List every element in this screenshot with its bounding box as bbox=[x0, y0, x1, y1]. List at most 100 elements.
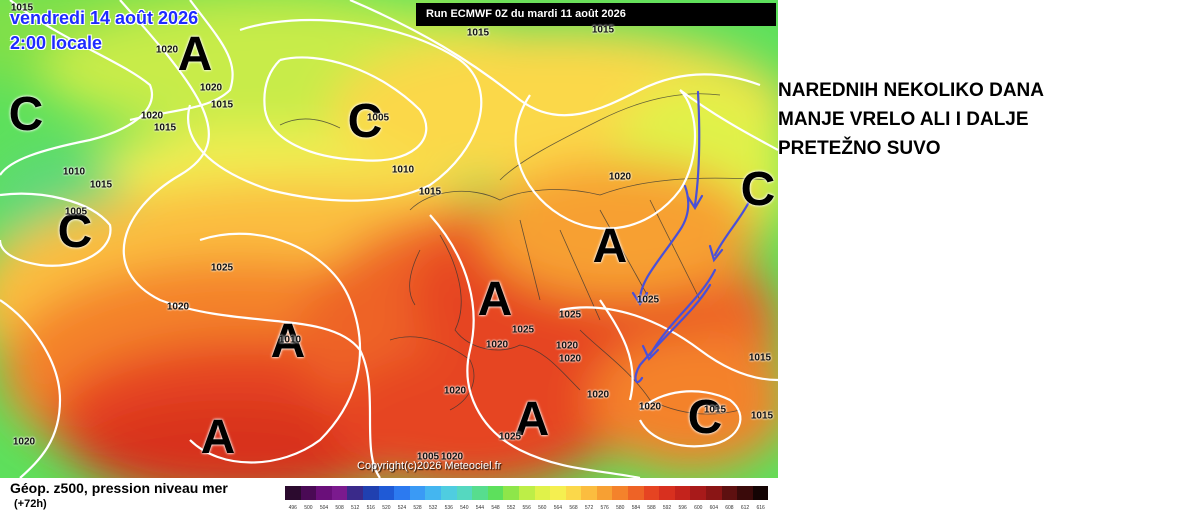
isobar-label: 1020 bbox=[558, 353, 582, 365]
pressure-center-high: A bbox=[477, 273, 513, 326]
weather-map: vendredi 14 août 2026 2:00 locale Run EC… bbox=[0, 0, 778, 478]
isobar-label: 1015 bbox=[748, 352, 772, 364]
colorbar-tick: 504 bbox=[319, 505, 329, 511]
colorbar-tick: 612 bbox=[740, 505, 750, 511]
colorbar-tick: 496 bbox=[288, 505, 297, 511]
isobar-label: 1015 bbox=[153, 122, 177, 134]
colorbar-swatch bbox=[285, 486, 301, 500]
isobar-label: 1025 bbox=[210, 262, 234, 274]
forecast-date: vendredi 14 août 2026 bbox=[10, 8, 199, 28]
headline: NAREDNIH NEKOLIKO DANA MANJE VRELO ALI I… bbox=[778, 76, 1198, 163]
legend-title: Géop. z500, pression niveau mer bbox=[10, 480, 228, 496]
pressure-center-high: A bbox=[177, 28, 213, 81]
colorbar-tick: 500 bbox=[304, 505, 313, 511]
isobar-label: 1010 bbox=[391, 164, 415, 176]
colorbar-swatch bbox=[596, 486, 613, 500]
colorbar-swatch bbox=[472, 486, 488, 500]
colorbar-tick: 584 bbox=[631, 505, 641, 511]
colorbar-swatch bbox=[347, 486, 363, 500]
pressure-center-low: C bbox=[687, 391, 723, 444]
colorbar-tick: 516 bbox=[366, 505, 375, 511]
colorbar-swatch bbox=[612, 486, 629, 500]
copyright: Copyright(c)2026 Meteociel.fr bbox=[357, 460, 502, 472]
colorbar bbox=[285, 486, 769, 500]
colorbar-tick: 564 bbox=[553, 505, 563, 511]
colorbar-tick: 532 bbox=[428, 505, 438, 511]
pressure-center-low: C bbox=[57, 205, 93, 258]
isobar-label: 1010 bbox=[278, 334, 302, 346]
colorbar-tick: 552 bbox=[506, 505, 516, 511]
colorbar-swatch bbox=[550, 486, 566, 500]
pressure-center-high: A bbox=[200, 411, 236, 464]
isobar-label: 1015 bbox=[591, 24, 615, 36]
colorbar-tick: 616 bbox=[756, 505, 765, 511]
isobar-label: 1015 bbox=[89, 179, 113, 191]
colorbar-swatch bbox=[752, 486, 769, 500]
colorbar-tick: 576 bbox=[600, 505, 609, 511]
isobar-label: 1015 bbox=[703, 404, 727, 416]
isobar-label: 1020 bbox=[608, 171, 632, 183]
colorbar-swatch bbox=[706, 486, 722, 500]
colorbar-swatch bbox=[440, 486, 457, 500]
colorbar-swatch bbox=[643, 486, 660, 500]
isobar-label: 1005 bbox=[366, 112, 390, 124]
isobar-label: 1020 bbox=[440, 451, 464, 463]
colorbar-tick: 528 bbox=[413, 505, 422, 511]
colorbar-tick: 560 bbox=[538, 505, 547, 511]
isobar-label: 1020 bbox=[12, 436, 36, 448]
isobar-label: 1020 bbox=[638, 401, 662, 413]
colorbar-tick: 512 bbox=[351, 505, 360, 511]
headline-line: MANJE VRELO ALI I DALJE bbox=[778, 109, 1029, 130]
pressure-center-low: C bbox=[347, 95, 383, 148]
colorbar-swatch bbox=[581, 486, 597, 500]
pressure-center-low: C bbox=[740, 163, 776, 216]
colorbar-tick: 540 bbox=[460, 505, 469, 511]
pressure-center-low: C bbox=[8, 88, 44, 141]
pressure-center-high: A bbox=[270, 315, 306, 368]
colorbar-tick: 608 bbox=[725, 505, 734, 511]
colorbar-ticks: 496 500 504 508 512 516 520 524 528 532 536 540 544 5… bbox=[285, 505, 768, 511]
colorbar-tick: 592 bbox=[662, 505, 672, 511]
isobar-label: 1015 bbox=[418, 186, 442, 198]
colorbar-swatch bbox=[518, 486, 535, 500]
colorbar-swatch bbox=[503, 486, 519, 500]
colorbar-swatch bbox=[628, 486, 644, 500]
isobar-label: 1025 bbox=[636, 294, 660, 306]
colorbar-swatch bbox=[487, 486, 504, 500]
geopotential-field bbox=[0, 0, 778, 478]
run-info: Run ECMWF 0Z du mardi 11 août 2026 bbox=[416, 3, 776, 26]
pressure-center-high: A bbox=[514, 393, 550, 446]
legend-subtitle: (+72h) bbox=[14, 498, 47, 510]
colorbar-swatch bbox=[378, 486, 395, 500]
isobar-label: 1020 bbox=[155, 44, 179, 56]
colorbar-swatch bbox=[456, 486, 473, 500]
colorbar-swatch bbox=[565, 486, 582, 500]
colorbar-swatch bbox=[394, 486, 410, 500]
headline-line: PRETEŽNO SUVO bbox=[778, 138, 941, 159]
colorbar-tick: 544 bbox=[475, 505, 485, 511]
isobar-label: 1025 bbox=[498, 431, 522, 443]
colorbar-tick: 580 bbox=[616, 505, 625, 511]
colorbar-tick: 596 bbox=[678, 505, 687, 511]
colorbar-swatch bbox=[300, 486, 317, 500]
isobar-label: 1020 bbox=[485, 339, 509, 351]
colorbar-swatch bbox=[674, 486, 691, 500]
isobar-label: 1010 bbox=[62, 166, 86, 178]
colorbar-swatch bbox=[425, 486, 441, 500]
isobar-label: 1005 bbox=[64, 206, 88, 218]
colorbar-swatch bbox=[534, 486, 551, 500]
colorbar-swatch bbox=[316, 486, 332, 500]
isobar-label: 1020 bbox=[555, 340, 579, 352]
headline-line: NAREDNIH NEKOLIKO DANA bbox=[778, 80, 1044, 101]
colorbar-tick: 548 bbox=[491, 505, 500, 511]
isobar-label: 1015 bbox=[210, 99, 234, 111]
colorbar-tick: 536 bbox=[444, 505, 453, 511]
colorbar-tick: 520 bbox=[382, 505, 391, 511]
colorbar-tick: 604 bbox=[709, 505, 718, 511]
colorbar-tick: 568 bbox=[569, 505, 578, 511]
isobar-label: 1020 bbox=[166, 301, 190, 313]
colorbar-tick: 600 bbox=[694, 505, 703, 511]
isobar-label: 1020 bbox=[586, 389, 610, 401]
colorbar-swatch bbox=[362, 486, 379, 500]
colorbar-tick: 572 bbox=[584, 505, 594, 511]
